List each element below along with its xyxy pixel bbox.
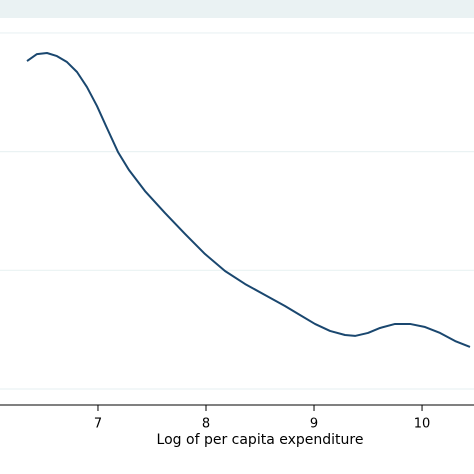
x-axis-title: Log of per capita expenditure: [157, 432, 364, 448]
line-series: [26, 52, 471, 348]
x-tick-label: 9: [310, 417, 318, 432]
x-tick-label: 10: [414, 417, 431, 432]
x-tick-label: 8: [202, 417, 210, 432]
header-band: [0, 0, 474, 18]
x-tick-label: 7: [94, 417, 102, 432]
